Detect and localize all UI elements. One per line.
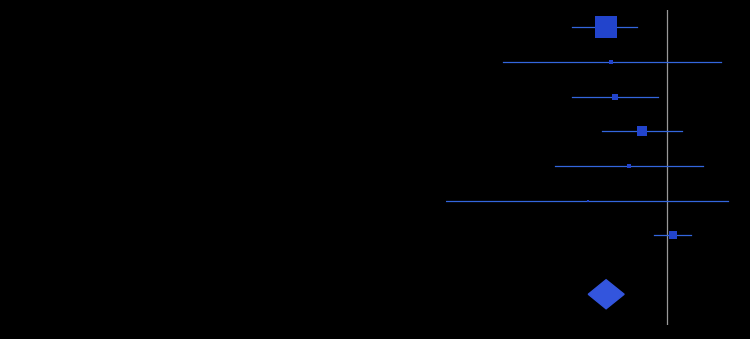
Polygon shape: [588, 280, 624, 309]
